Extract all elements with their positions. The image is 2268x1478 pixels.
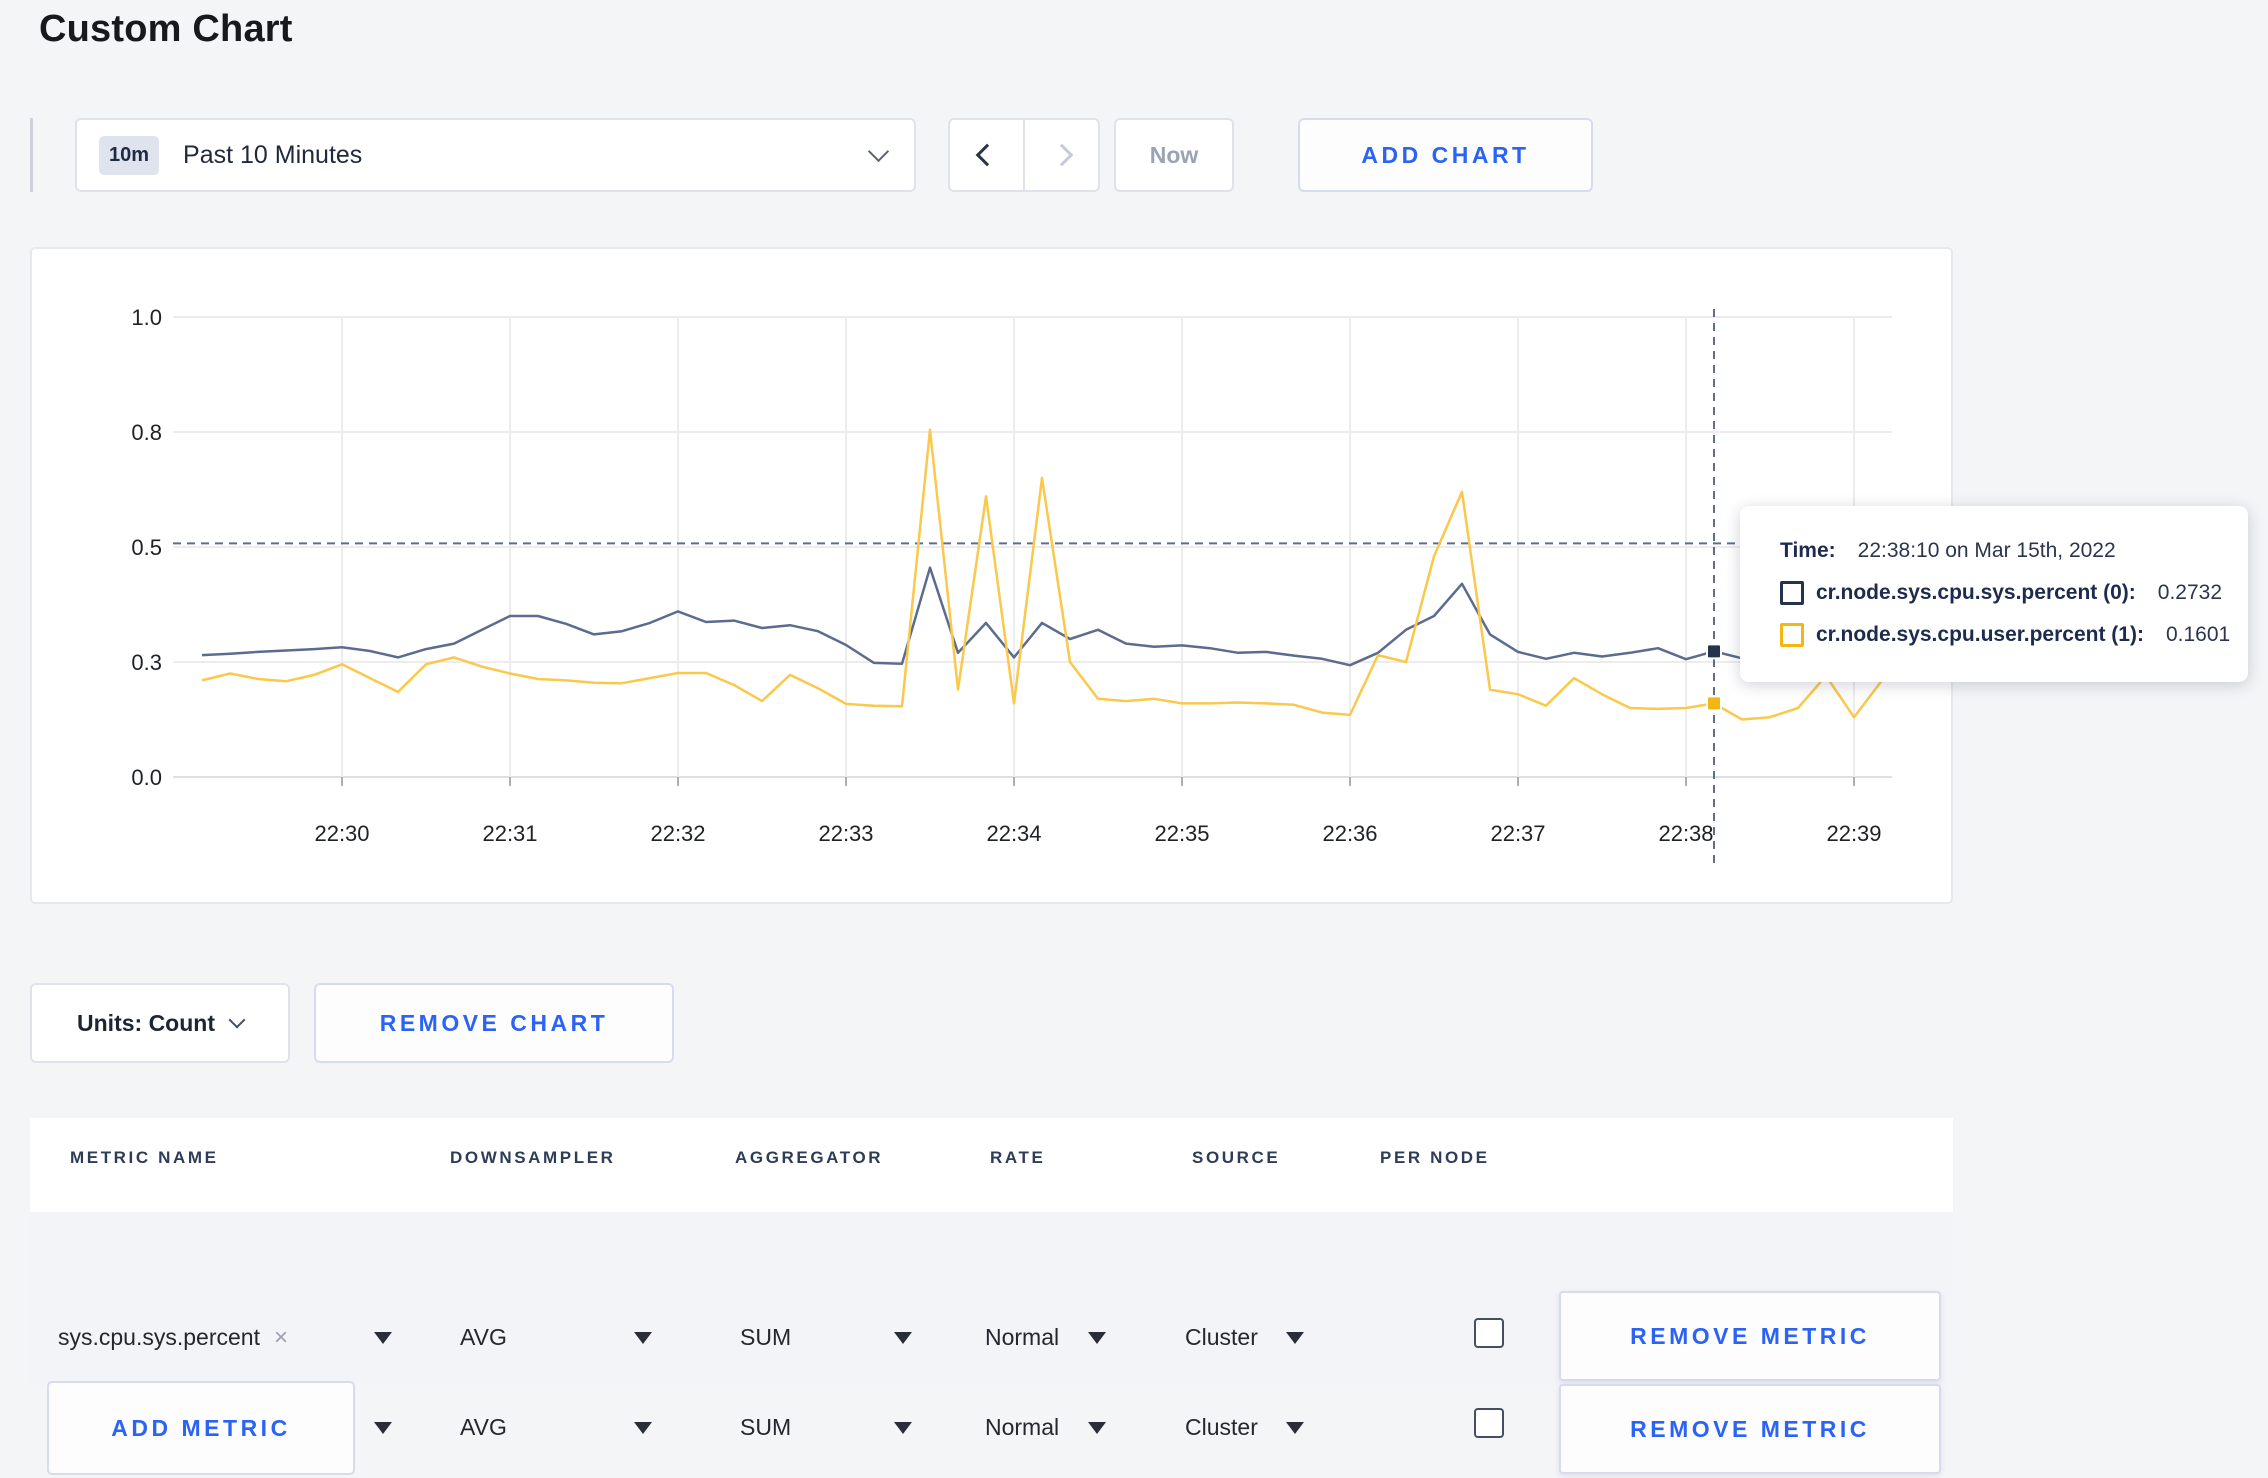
- aggregator-select[interactable]: SUM: [740, 1414, 792, 1440]
- chevron-right-icon: [1050, 143, 1073, 167]
- col-header-rate: RATE: [990, 1148, 1046, 1167]
- y-axis-tick-label: 0.5: [131, 535, 162, 560]
- x-axis-tick-label: 22:31: [482, 821, 537, 846]
- page-title: Custom Chart: [39, 8, 293, 50]
- remove-chart-button[interactable]: REMOVE CHART: [314, 983, 674, 1063]
- metrics-table-header: METRIC NAME DOWNSAMPLER AGGREGATOR RATE …: [30, 1118, 1953, 1212]
- series-line-0: [201, 566, 1883, 667]
- tooltip-series-row: cr.node.sys.cpu.user.percent (1): 0.1601: [1780, 620, 2248, 649]
- tooltip-series-name: cr.node.sys.cpu.user.percent (1):: [1816, 622, 2144, 646]
- time-range-label: Past 10 Minutes: [183, 140, 363, 169]
- y-axis-tick-label: 1.0: [131, 305, 162, 330]
- source-select[interactable]: Cluster: [1185, 1414, 1258, 1440]
- metrics-table-rows: sys.cpu.sys.percent × AVG SUM Normal Clus…: [30, 1212, 1953, 1474]
- chevron-left-icon: [975, 143, 998, 167]
- tooltip-series-value: 0.1601: [2165, 622, 2231, 646]
- chevron-down-icon: [867, 140, 890, 164]
- now-button[interactable]: Now: [1114, 118, 1234, 192]
- metric-dropdown-caret-icon[interactable]: [374, 1332, 392, 1344]
- per-node-checkbox[interactable]: [1474, 1408, 1504, 1438]
- chart-tooltip: Time: 22:38:10 on Mar 15th, 2022 cr.node…: [1740, 506, 2248, 682]
- user-series-swatch-icon: [1780, 622, 1804, 647]
- source-caret-icon[interactable]: [1286, 1332, 1304, 1344]
- x-axis-tick-label: 22:38: [1658, 821, 1713, 846]
- downsampler-caret-icon[interactable]: [634, 1422, 652, 1434]
- col-header-aggregator: AGGREGATOR: [735, 1148, 884, 1167]
- sys-series-swatch-icon: [1780, 580, 1804, 605]
- tooltip-time-label: Time:: [1780, 538, 1836, 562]
- downsampler-select[interactable]: AVG: [460, 1324, 507, 1350]
- aggregator-select[interactable]: SUM: [740, 1324, 792, 1350]
- metric-dropdown-caret-icon[interactable]: [374, 1422, 392, 1434]
- rate-caret-icon[interactable]: [1088, 1332, 1106, 1344]
- col-header-downsampler: DOWNSAMPLER: [450, 1148, 616, 1167]
- chart-panel[interactable]: 0.0 0.3 0.5 0.8 1.0 22:30 22:31 22:32 22:33 22:34…: [30, 247, 1953, 904]
- col-header-source: SOURCE: [1192, 1148, 1281, 1167]
- col-header-per-node: PER NODE: [1380, 1148, 1490, 1167]
- toolbar-divider: [30, 118, 33, 192]
- x-axis-tick-label: 22:32: [650, 821, 705, 846]
- metric-name-label: sys.cpu.sys.percent: [58, 1324, 260, 1350]
- crosshair-marker-0: [1706, 643, 1722, 660]
- crosshair-marker-1: [1706, 695, 1722, 712]
- tooltip-series-value: 0.2732: [2157, 580, 2223, 604]
- tooltip-time-row: Time: 22:38:10 on Mar 15th, 2022: [1780, 536, 2248, 565]
- x-axis-tick-label: 22:36: [1322, 821, 1377, 846]
- y-axis-tick-label: 0.3: [131, 650, 162, 675]
- time-nav-group: [948, 118, 1100, 192]
- x-axis-tick-label: 22:37: [1490, 821, 1545, 846]
- x-axis-tick-label: 22:39: [1826, 821, 1881, 846]
- x-axis-tick-label: 22:34: [986, 821, 1041, 846]
- source-select[interactable]: Cluster: [1185, 1324, 1258, 1350]
- timeseries-chart[interactable]: 0.0 0.3 0.5 0.8 1.0 22:30 22:31 22:32 22:33 22:34…: [32, 249, 1951, 902]
- next-time-button[interactable]: [1025, 120, 1098, 190]
- time-range-badge: 10m: [99, 135, 160, 175]
- x-axis-tick-label: 22:33: [818, 821, 873, 846]
- add-chart-button[interactable]: ADD CHART: [1298, 118, 1593, 192]
- rate-select[interactable]: Normal: [985, 1414, 1060, 1440]
- remove-metric-button[interactable]: REMOVE METRIC: [1559, 1291, 1941, 1381]
- y-axis-tick-label: 0.0: [131, 765, 162, 790]
- series-line-1: [201, 428, 1883, 721]
- downsampler-select[interactable]: AVG: [460, 1414, 507, 1440]
- rate-caret-icon[interactable]: [1088, 1422, 1106, 1434]
- col-header-metric-name: METRIC NAME: [70, 1148, 219, 1167]
- metrics-table: METRIC NAME DOWNSAMPLER AGGREGATOR RATE …: [30, 1118, 1953, 1474]
- rate-select[interactable]: Normal: [985, 1324, 1060, 1350]
- prev-time-button[interactable]: [950, 120, 1025, 190]
- source-caret-icon[interactable]: [1286, 1422, 1304, 1434]
- tooltip-time-value: 22:38:10 on Mar 15th, 2022: [1857, 538, 2116, 562]
- x-axis-tick-label: 22:30: [314, 821, 369, 846]
- y-axis-tick-label: 0.8: [131, 420, 162, 445]
- per-node-checkbox[interactable]: [1474, 1318, 1504, 1348]
- x-axis-tick-label: 22:35: [1154, 821, 1209, 846]
- clear-metric-icon[interactable]: ×: [273, 1324, 288, 1351]
- tooltip-series-row: cr.node.sys.cpu.sys.percent (0): 0.2732: [1780, 578, 2248, 607]
- metric-name-select[interactable]: sys.cpu.sys.percent ×: [58, 1324, 288, 1352]
- units-select[interactable]: Units: Count: [30, 983, 290, 1063]
- aggregator-caret-icon[interactable]: [894, 1422, 912, 1434]
- tooltip-series-name: cr.node.sys.cpu.sys.percent (0):: [1816, 580, 2136, 604]
- time-range-selector[interactable]: 10m Past 10 Minutes: [75, 118, 916, 192]
- units-label: Units: Count: [77, 1009, 215, 1036]
- remove-metric-button[interactable]: REMOVE METRIC: [1559, 1384, 1941, 1474]
- aggregator-caret-icon[interactable]: [894, 1332, 912, 1344]
- downsampler-caret-icon[interactable]: [634, 1332, 652, 1344]
- chevron-down-icon: [228, 1011, 246, 1029]
- add-metric-button[interactable]: ADD METRIC: [47, 1381, 355, 1475]
